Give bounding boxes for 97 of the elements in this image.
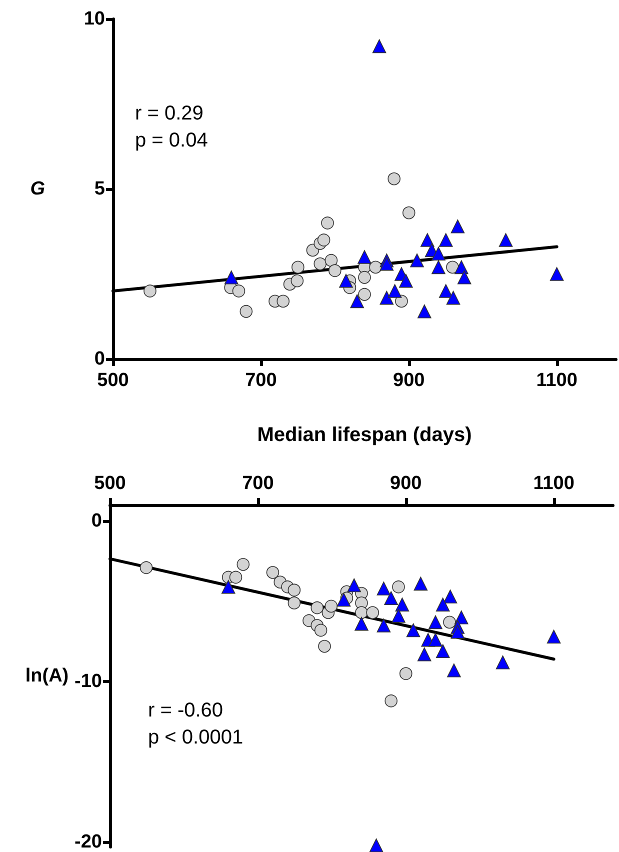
point: [410, 254, 424, 268]
x-tick-label: 900: [393, 370, 425, 391]
point: [457, 270, 472, 284]
point: [358, 288, 371, 301]
x-axis-title: Median lifespan (days): [257, 424, 472, 446]
point: [314, 257, 327, 270]
point: [395, 294, 408, 308]
point: [428, 632, 442, 647]
point: [324, 600, 338, 613]
point: [384, 591, 398, 606]
point: [436, 598, 450, 612]
point: [446, 290, 460, 305]
point: [417, 647, 432, 662]
y-tick-label: 5: [94, 178, 106, 200]
point: [446, 260, 459, 274]
point: [355, 606, 368, 619]
point: [428, 615, 442, 630]
point: [399, 274, 413, 288]
point: [376, 582, 391, 596]
point: [236, 558, 250, 571]
point: [224, 270, 238, 284]
point: [290, 274, 304, 288]
point: [144, 284, 156, 298]
point: [350, 294, 364, 308]
point: [550, 267, 564, 281]
point: [388, 284, 402, 298]
point: [450, 220, 465, 234]
point: [376, 618, 391, 632]
point: [402, 206, 416, 220]
point: [328, 264, 342, 277]
point: [380, 290, 394, 305]
point: [388, 172, 400, 186]
point: [392, 580, 405, 594]
point: [324, 254, 338, 267]
point: [321, 216, 334, 230]
point: [395, 598, 410, 612]
point: [288, 596, 301, 610]
x-tick-label: 500: [94, 473, 126, 494]
y-tick-label: 0: [91, 510, 102, 532]
point: [266, 566, 280, 579]
annotation: r = 0.29 p = 0.04: [135, 102, 208, 152]
point: [366, 606, 379, 619]
point: [358, 250, 372, 264]
y-tick-label: 10: [84, 8, 105, 30]
x-tick-label: 900: [390, 473, 422, 494]
point: [339, 274, 353, 288]
point: [443, 590, 458, 604]
point: [399, 667, 412, 680]
point: [369, 260, 382, 274]
x-tick-label: 1100: [536, 370, 578, 391]
y-tick-label: -20: [74, 832, 102, 852]
point: [392, 608, 406, 623]
point: [358, 271, 371, 284]
point: [438, 233, 453, 247]
y-axis-title: G: [30, 178, 46, 200]
x-tick-label: 700: [242, 473, 274, 494]
point: [414, 576, 428, 591]
point: [443, 616, 456, 629]
point: [384, 694, 398, 708]
y-tick-label: -10: [74, 671, 102, 692]
point: [406, 623, 420, 638]
y-tick-label: 0: [94, 348, 105, 370]
point: [369, 838, 384, 852]
point: [447, 663, 461, 678]
point: [276, 294, 290, 308]
point: [436, 644, 450, 658]
x-tick-label: 500: [97, 370, 129, 391]
point: [221, 580, 236, 594]
y-axis-title: ln(A): [25, 666, 69, 686]
point: [498, 233, 513, 247]
point: [347, 578, 362, 592]
point: [310, 601, 324, 614]
point: [354, 616, 368, 631]
point: [336, 592, 351, 607]
point: [232, 284, 246, 298]
point: [546, 630, 561, 644]
point: [292, 260, 304, 274]
x-tick-label: 700: [245, 370, 277, 391]
point: [432, 260, 446, 274]
point: [438, 284, 453, 298]
point: [318, 640, 331, 653]
point: [314, 624, 328, 637]
x-tick-label: 1100: [533, 473, 574, 494]
annotation: r = -0.60 p < 0.0001: [148, 700, 244, 748]
point: [450, 624, 465, 639]
point: [372, 39, 386, 54]
point: [380, 256, 394, 271]
point: [454, 260, 468, 274]
point: [240, 305, 253, 318]
point: [496, 655, 510, 670]
point: [432, 246, 446, 260]
point: [288, 584, 301, 596]
point: [140, 561, 153, 574]
point: [420, 233, 434, 247]
point: [229, 570, 242, 584]
point: [317, 234, 330, 246]
point: [418, 304, 432, 318]
